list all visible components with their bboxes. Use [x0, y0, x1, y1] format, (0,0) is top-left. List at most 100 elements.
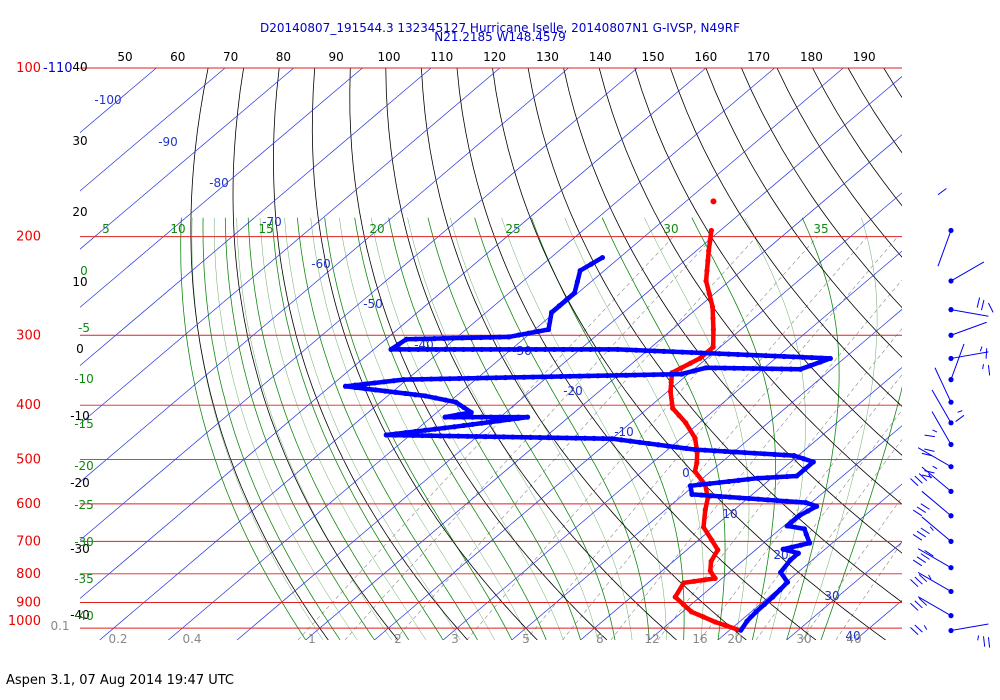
- mixing-ratio-label: 8: [596, 632, 604, 646]
- dewpoint-point: [591, 435, 597, 442]
- moist-adiabat-line: [786, 217, 840, 640]
- pressure-label-300: 300: [16, 328, 41, 343]
- dewpoint-point: [599, 254, 606, 261]
- dewpoint-point: [794, 473, 800, 479]
- dewpoint-point: [516, 332, 522, 338]
- temperature-f-label: 190: [853, 50, 876, 64]
- isotherm-line: [305, 134, 902, 640]
- moist-adiabat-line: [564, 217, 704, 640]
- temperature-point: [715, 547, 721, 553]
- dewpoint-point: [455, 412, 461, 418]
- dewpoint-point: [802, 466, 808, 472]
- dewpoint-point: [735, 351, 741, 358]
- dewpoint-point: [708, 493, 714, 499]
- isobars: [80, 67, 902, 629]
- moist-adiabat-label: 25: [505, 222, 520, 236]
- sounding-traces: [342, 198, 833, 633]
- dewpoint-point: [560, 346, 566, 353]
- isotherm-line: [80, 68, 226, 192]
- mixing-ratio-line: [801, 496, 902, 640]
- dewpoint-point: [497, 414, 503, 420]
- dewpoint-point: [470, 421, 476, 427]
- moist-adiabat-line: [324, 217, 513, 640]
- dewpoint-point: [753, 609, 759, 615]
- dewpoint-point: [469, 335, 475, 341]
- moist-adiabat-line: [247, 217, 410, 640]
- dewpoint-point: [722, 448, 728, 454]
- dewpoint-point: [551, 346, 557, 353]
- dewpoint-point: [539, 374, 546, 380]
- dewpoint-point: [578, 346, 585, 353]
- dry-adiabat-line: [273, 68, 468, 640]
- dewpoint-point: [576, 373, 583, 379]
- temperature-point: [681, 580, 687, 586]
- dewpoint-point: [771, 451, 777, 457]
- dewpoint-point: [558, 373, 564, 380]
- isotherm-line: [80, 68, 501, 425]
- dewpoint-point: [781, 452, 787, 458]
- dewpoint-point: [689, 349, 695, 356]
- temperature-point: [692, 468, 698, 474]
- dewpoint-point: [742, 449, 748, 456]
- wind-barb: [948, 351, 991, 376]
- mixing-ratio-label: 0.1: [50, 619, 69, 633]
- temperature-point: [708, 558, 714, 564]
- dewpoint-point: [761, 451, 768, 457]
- dewpoint-point: [781, 353, 787, 360]
- dewpoint-point: [431, 336, 437, 342]
- dewpoint-point: [787, 557, 793, 563]
- temperature-f-label: 50: [117, 50, 132, 64]
- dewpoint-point: [488, 419, 494, 425]
- isotherm-line: [511, 308, 902, 640]
- dewpoint-point: [455, 433, 462, 439]
- dewpoint-point: [470, 414, 476, 420]
- temperature-point: [670, 405, 676, 411]
- chart-subtitle: N21.2185 W148.4579: [434, 30, 566, 44]
- dewpoint-point: [549, 374, 555, 380]
- dewpoint-point: [703, 365, 709, 371]
- dewpoint-point: [415, 346, 421, 353]
- temperature-f-label: 110: [430, 50, 453, 64]
- moist-adiabat-line: [259, 217, 427, 640]
- isotherm-line: [80, 68, 294, 250]
- temperature-point: [678, 365, 684, 371]
- dewpoint-point: [660, 371, 666, 378]
- pressure-label-1000: 1000: [8, 614, 41, 629]
- pressure-label-minus-110: -110: [43, 61, 73, 76]
- temperature-f-label: 170: [747, 50, 770, 64]
- mixing-ratio-line: [835, 541, 902, 640]
- isotherm-label: 10: [722, 507, 737, 521]
- dewpoint-point: [800, 354, 806, 360]
- moist-adiabat-line: [354, 217, 547, 640]
- isotherm-label: -20: [563, 384, 583, 398]
- dewpoint-point: [807, 363, 814, 369]
- dewpoint-point: [441, 335, 447, 341]
- dewpoint-point: [447, 376, 453, 382]
- dewpoint-point: [392, 432, 398, 438]
- dewpoint-point: [803, 500, 809, 506]
- dewpoint-point: [741, 365, 747, 372]
- mixing-ratio-label: 5: [522, 632, 530, 646]
- temperature-f-label: 140: [589, 50, 612, 64]
- temperature-point: [708, 227, 714, 234]
- dewpoint-point: [807, 540, 813, 546]
- dewpoint-point: [510, 434, 516, 440]
- dewpoint-point: [556, 303, 562, 309]
- temperature-f-label: 70: [223, 50, 238, 64]
- dewpoint-point: [397, 346, 403, 353]
- moist-adiabat-line: [202, 217, 341, 640]
- dewpoint-point: [419, 376, 425, 382]
- dewpoint-point: [460, 422, 467, 429]
- moist-adiabat-line: [310, 217, 495, 640]
- dewpoint-point: [595, 373, 601, 379]
- dewpoint-point: [633, 347, 639, 353]
- dewpoint-point: [655, 442, 661, 448]
- dewpoint-point: [661, 348, 667, 354]
- dewpoint-point: [530, 374, 536, 380]
- dewpoint-point: [453, 399, 459, 405]
- dewpoint-point: [497, 346, 503, 353]
- dewpoint-point: [506, 346, 512, 353]
- isotherm-label: -80: [209, 176, 229, 190]
- dewpoint-point: [797, 366, 804, 372]
- dry-adiabat-label: -5: [78, 321, 90, 335]
